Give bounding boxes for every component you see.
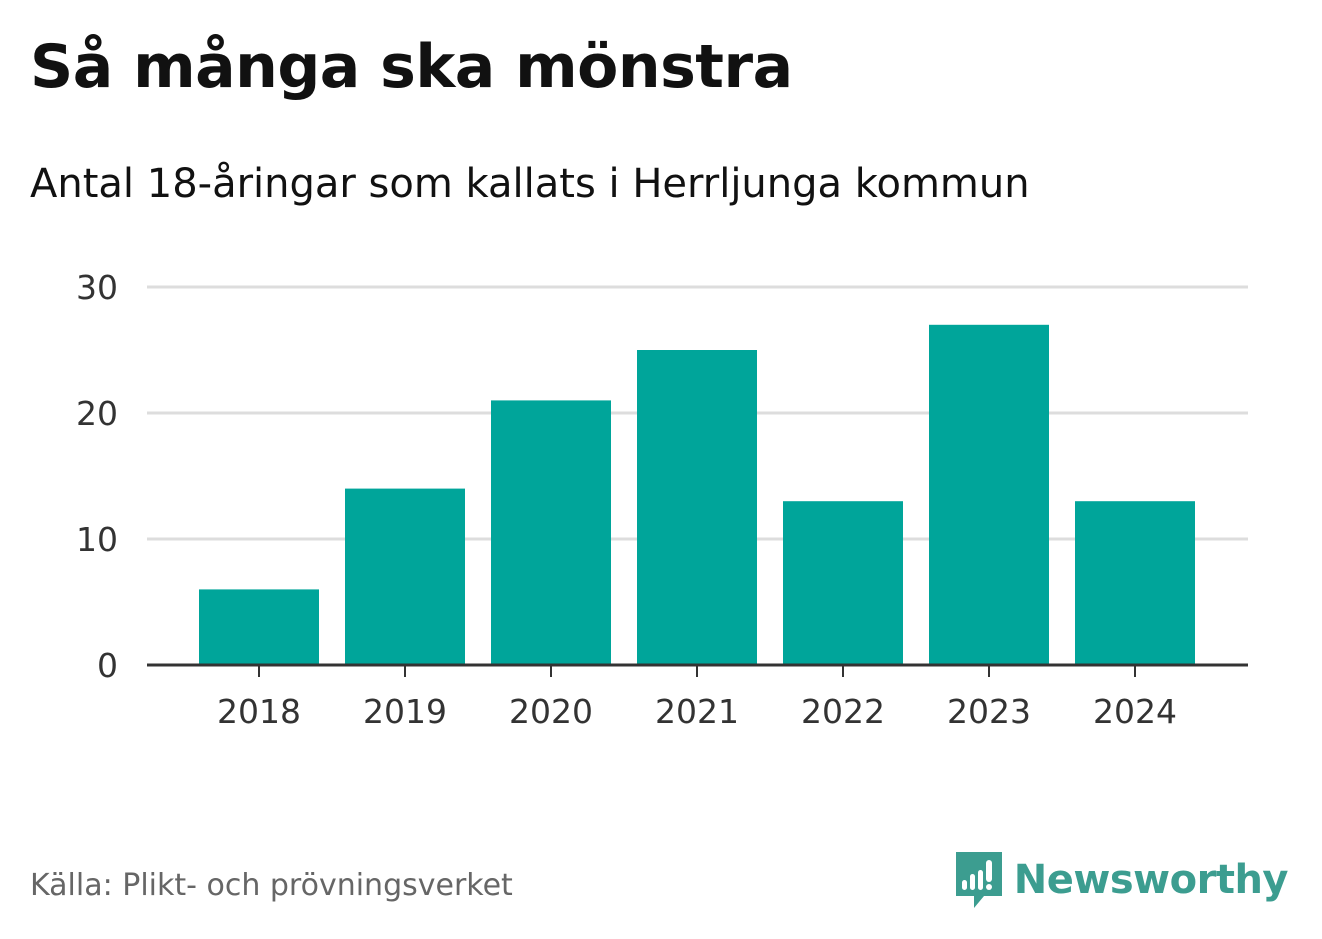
source-note: Källa: Plikt- och prövningsverket: [30, 868, 513, 903]
bars: [199, 324, 1195, 665]
tick-labels: 0 10 20 30 2018 2019 2020 2021 2022 2023 2024: [76, 268, 1177, 731]
newsworthy-logo-icon: [955, 852, 1002, 908]
bar-2022: [783, 501, 903, 665]
x-tick-label-2024: 2024: [1093, 692, 1177, 731]
bar-2023: [929, 324, 1049, 665]
bar-2019: [345, 488, 465, 665]
bar-2024: [1075, 501, 1195, 665]
brand-logo: Newsworthy: [954, 850, 1289, 910]
brand-name: Newsworthy: [1013, 857, 1289, 903]
bar-2021: [637, 350, 757, 665]
y-tick-label-0: 0: [97, 646, 118, 685]
x-tick-label-2023: 2023: [947, 692, 1031, 731]
x-tick-label-2022: 2022: [801, 692, 885, 731]
x-axis: [147, 663, 1248, 677]
bar-2020: [491, 400, 611, 665]
chart-title: Så många ska mönstra: [30, 32, 793, 102]
y-tick-label-20: 20: [76, 394, 118, 433]
x-tick-label-2019: 2019: [363, 692, 447, 731]
x-tick-label-2018: 2018: [217, 692, 301, 731]
x-tick-label-2020: 2020: [509, 692, 593, 731]
x-tick-label-2021: 2021: [655, 692, 739, 731]
chart-subtitle: Antal 18-åringar som kallats i Herrljung…: [30, 161, 1030, 207]
y-tick-label-30: 30: [76, 268, 118, 307]
bar-2018: [199, 589, 319, 665]
y-tick-label-10: 10: [76, 520, 118, 559]
